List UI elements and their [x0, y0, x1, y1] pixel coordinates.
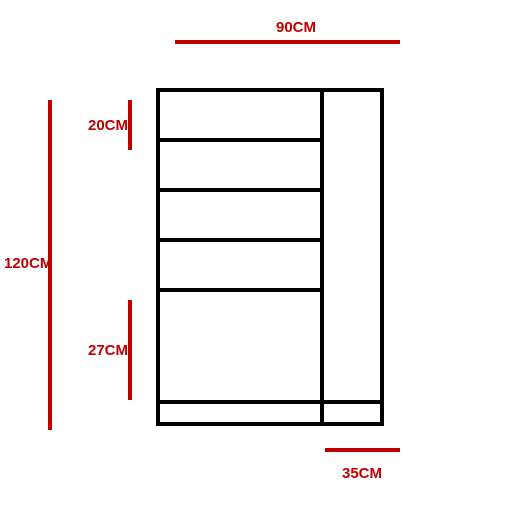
dim-label-width: 90CM	[276, 19, 316, 36]
cabinet-outline	[158, 90, 382, 424]
dimension-diagram: 90CM 120CM 20CM 27CM 35CM	[0, 0, 512, 512]
dimension-lines	[50, 42, 400, 450]
dim-label-bottom-height: 27CM	[88, 342, 128, 359]
dim-label-height: 120CM	[4, 255, 52, 272]
dim-label-right-width: 35CM	[342, 465, 382, 482]
dim-label-shelf-height: 20CM	[88, 117, 128, 134]
